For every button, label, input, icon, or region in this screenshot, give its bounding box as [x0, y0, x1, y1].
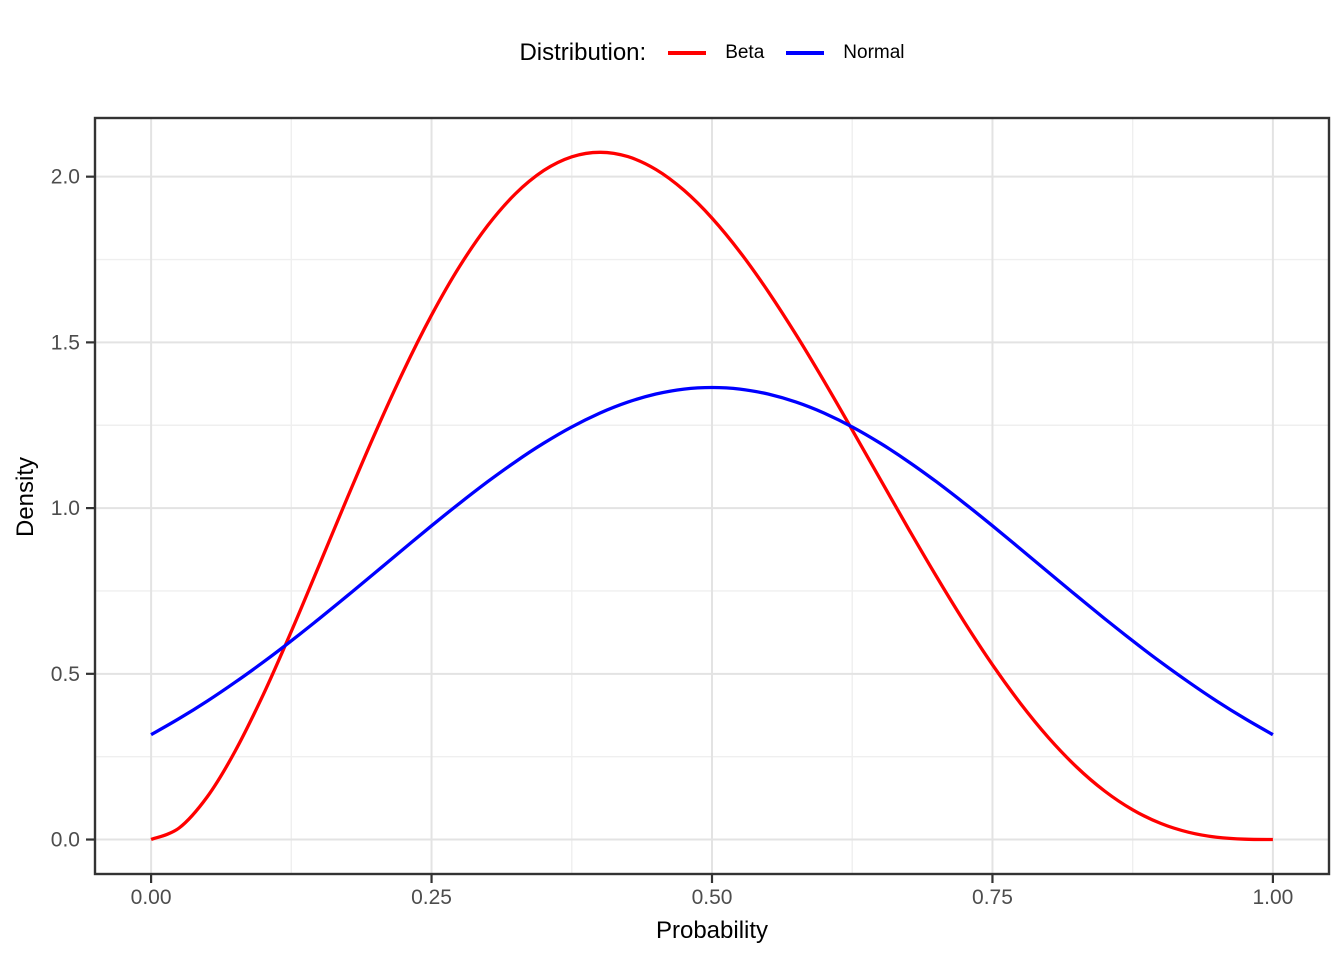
y-tick-label: 2.0 [51, 166, 80, 189]
x-tick-label: 0.25 [411, 886, 452, 909]
y-tick-label: 1.0 [51, 497, 80, 520]
legend-label-beta: Beta [725, 42, 765, 63]
panel-border [93, 116, 1331, 876]
y-tick-label: 1.5 [51, 331, 80, 354]
y-axis-title: Density [12, 456, 39, 538]
normal-key-line-icon [786, 51, 825, 55]
series-curves [150, 150, 1274, 842]
y-tick-label: 0.5 [51, 663, 80, 686]
x-axis-title: Probability [655, 917, 769, 944]
axis-tick-marks [86, 175, 1275, 883]
beta-curve [150, 150, 1273, 842]
legend-item-beta: Beta [668, 42, 764, 64]
x-tick-label: 0.00 [131, 886, 172, 909]
axis-tick-labels: 0.00 0.25 0.50 0.75 1.00 0.0 0.5 1.0 1.5 2.0 [51, 166, 1294, 909]
x-tick-label: 0.75 [972, 886, 1013, 909]
legend-label-normal: Normal [843, 42, 905, 63]
legend-item-normal: Normal [786, 42, 905, 64]
x-tick-label: 0.50 [692, 886, 733, 909]
beta-key-line-icon [668, 51, 707, 55]
grid-major-lines [95, 118, 1329, 874]
x-tick-label: 1.00 [1252, 886, 1293, 909]
legend: Distribution: Beta Normal [95, 36, 1329, 70]
normal-curve [150, 385, 1274, 737]
legend-title: Distribution: [519, 39, 647, 66]
y-tick-label: 0.0 [51, 829, 80, 852]
